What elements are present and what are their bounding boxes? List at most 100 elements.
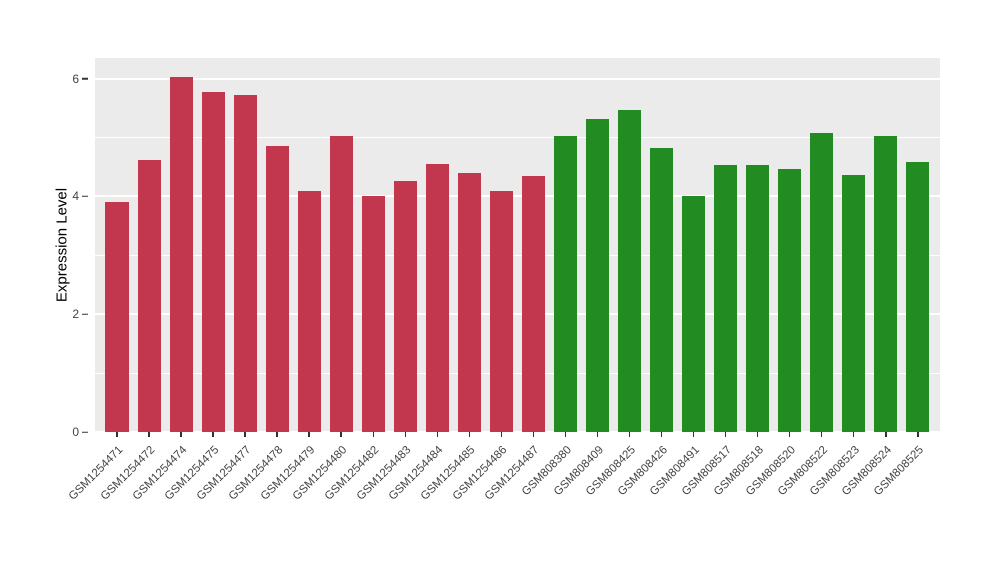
x-label-slot: GSM1254485 [419,440,485,570]
bar [457,172,481,432]
bar-slot [357,58,389,432]
x-label-slot: GSM808524 [840,440,902,570]
x-tick-mark [756,432,759,437]
x-tick-slot [614,432,646,438]
x-tick-mark [917,432,919,437]
x-tick-mark [180,432,182,437]
x-label-slot: GSM808409 [552,440,613,570]
bar-slot [614,58,646,432]
x-tick-mark [852,432,855,437]
x-label-slot: GSM1254480 [291,440,357,570]
bar [778,168,802,432]
bar [521,175,545,432]
bar-slot [902,58,934,432]
x-tick-mark [596,432,599,437]
bar-slot [325,58,357,432]
x-tick-mark [404,432,407,437]
x-label-slot: GSM1254478 [227,440,293,570]
x-tick-slot [646,432,678,438]
bar [810,133,834,432]
x-label-slot: GSM808425 [584,440,646,570]
y-tick-label: 2 [72,307,79,322]
x-label-slot: GSM1254484 [387,440,453,570]
x-tick-mark [660,432,663,437]
gridline-minor [95,372,940,374]
y-tick-label: 4 [72,189,79,204]
bar-slot [485,58,517,432]
x-tick-mark [468,432,471,437]
x-label-slot: GSM808523 [808,440,870,570]
bar [297,190,321,432]
bar-slot [838,58,870,432]
x-label-slot: GSM808491 [648,440,710,570]
bar-slot [261,58,293,432]
x-tick-slot [678,432,710,438]
bar-slot [646,58,678,432]
x-tick-slot [389,432,421,438]
x-tick-mark [340,432,342,437]
x-tick-slot [838,432,870,438]
x-tick-slot [357,432,389,438]
bar [169,77,193,432]
bar-slot [293,58,325,432]
y-tick-mark [82,195,88,198]
x-label-slot: GSM808525 [872,440,934,570]
bar [489,190,513,432]
x-tick-mark [148,432,150,437]
bar-slot [549,58,581,432]
x-label-slot: GSM1254482 [323,440,389,570]
bar [425,164,449,432]
gridline-minor [95,137,940,139]
x-tick-mark [692,432,695,437]
gridline-major [95,313,940,316]
x-label-slot: GSM808520 [744,440,806,570]
x-label-slot: GSM1254471 [67,440,133,570]
x-tick-slot [870,432,902,438]
bar [137,159,161,432]
x-tick-slot [293,432,325,438]
y-tick-label: 0 [72,425,79,439]
bar-slot [742,58,774,432]
bar [393,180,417,432]
bar [906,162,930,432]
x-label-slot: GSM1254472 [99,440,165,570]
bar-slot [165,58,197,432]
x-tick-slot [101,432,133,438]
bar-slot [581,58,613,432]
x-label-slot: GSM1254483 [355,440,421,570]
x-tick-mark [212,432,214,437]
bar-slot [806,58,838,432]
bar [842,174,866,432]
bar [265,146,289,432]
x-tick-slot [165,432,197,438]
bar [746,165,770,432]
y-axis: 0 2 4 6 [0,58,95,439]
x-tick-mark [885,432,887,437]
bar [714,165,738,432]
bar-slot [133,58,165,432]
bar [361,196,385,432]
x-tick-mark [532,432,535,437]
x-tick-mark [308,432,310,437]
x-label-slot: GSM1254474 [131,440,197,570]
x-tick-slot [485,432,517,438]
bar-slot [870,58,902,432]
x-tick-slot [517,432,549,438]
x-tick-label: GSM1254471 [66,444,126,503]
x-axis-ticks [95,432,940,438]
y-tick-label: 6 [72,71,79,86]
gridline-minor [95,254,940,256]
x-tick-slot [133,432,165,438]
x-tick-mark [276,432,278,437]
bar [585,118,610,432]
bar-slot [101,58,133,432]
x-tick-slot [549,432,581,438]
bar [682,196,706,432]
bar-slot [229,58,261,432]
x-label-slot: GSM1254479 [259,440,325,570]
x-label-slot: GSM1254477 [195,440,261,570]
x-tick-slot [581,432,613,438]
bar-slot [678,58,710,432]
x-tick-slot [453,432,485,438]
